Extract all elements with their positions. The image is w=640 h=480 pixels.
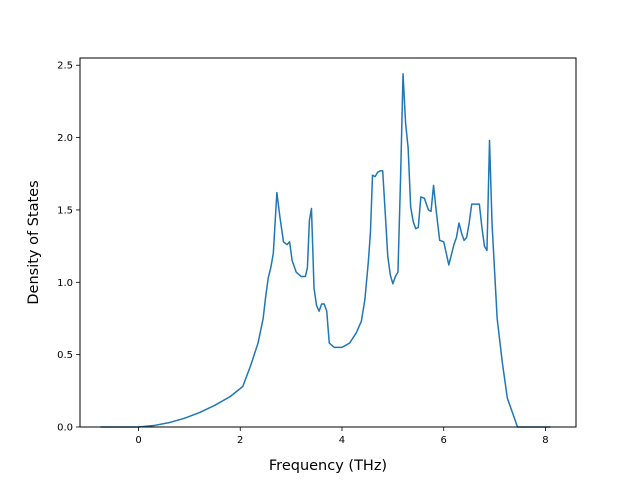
y-axis-label: Density of States [26, 180, 42, 304]
x-tick-label: 6 [441, 435, 447, 446]
y-tick-label: 1.5 [57, 205, 73, 216]
x-tick-label: 8 [542, 435, 548, 446]
y-tick-label: 1.0 [57, 278, 73, 289]
ticks-layer: 0 2 4 6 8 0.0 0.5 1.0 1.5 2.0 2.5 [57, 61, 549, 446]
plot-area [80, 58, 576, 427]
x-axis-label: Frequency (THz) [269, 458, 387, 474]
series-layer [100, 73, 551, 428]
y-tick-label: 0.0 [57, 423, 73, 434]
x-tick-label: 2 [237, 435, 243, 446]
y-tick-label: 2.0 [57, 133, 73, 144]
plot-frame [79, 57, 577, 428]
y-tick-label: 2.5 [57, 61, 73, 72]
y-tick-label: 0.5 [57, 350, 73, 361]
x-tick-label: 4 [339, 435, 345, 446]
dos-curve [100, 73, 551, 428]
x-tick-label: 0 [135, 435, 141, 446]
